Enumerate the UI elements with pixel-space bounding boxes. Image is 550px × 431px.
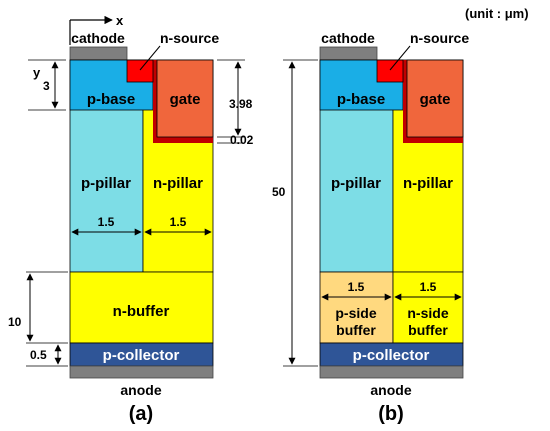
dim-p-pillar-width-a: 1.5 — [98, 215, 115, 229]
coordinate-axes: x — [69, 13, 124, 45]
n-pillar-label-b: n-pillar — [403, 175, 453, 192]
dim-n-buffer-width: 1.5 — [420, 280, 437, 294]
n-source-pointer-a — [139, 45, 161, 71]
p-side-buffer-region — [319, 271, 394, 344]
anode-electrode-a — [69, 365, 214, 379]
n-buffer-label-a: n-buffer — [113, 303, 170, 320]
n-side-buffer-label-line2: buffer — [408, 322, 448, 338]
p-base-label-b: p-base — [337, 91, 385, 108]
dim-n-pillar-width-a: 1.5 — [170, 215, 187, 229]
p-collector-label-a: p-collector — [103, 347, 180, 364]
anode-label-a: anode — [120, 382, 161, 398]
panel-b: cathode n-source p-base gate p-pillar n-… — [272, 30, 469, 425]
n-buffer-region-a — [69, 271, 214, 344]
p-base-label-a: p-base — [87, 91, 135, 108]
cathode-label-b: cathode — [321, 30, 375, 46]
gate-electrode-b — [406, 59, 464, 138]
n-source-region-a — [126, 59, 154, 83]
n-pillar-label-a: n-pillar — [153, 175, 203, 192]
dim-gate-depth: 3.98 — [229, 97, 253, 111]
n-source-region-b — [376, 59, 404, 83]
n-source-pointer-b — [389, 45, 411, 71]
dim-p-buffer-width: 1.5 — [348, 280, 365, 294]
dim-base-depth: 3 — [43, 79, 50, 93]
anode-label-b: anode — [370, 382, 411, 398]
p-side-buffer-label-line2: buffer — [336, 322, 376, 338]
panel-a: cathode n-source p-base gate p-pillar n-… — [8, 30, 254, 425]
caption-b: (b) — [378, 403, 404, 425]
n-side-buffer-region — [392, 271, 464, 344]
caption-a: (a) — [129, 403, 153, 425]
p-pillar-label-a: p-pillar — [81, 175, 131, 192]
p-side-buffer-label-line1: p-side — [335, 305, 376, 321]
gate-electrode-a — [156, 59, 214, 138]
gate-label-b: gate — [420, 91, 451, 108]
p-collector-label-b: p-collector — [353, 347, 430, 364]
dim-collector-thickness: 0.5 — [30, 348, 47, 362]
cathode-electrode-b — [319, 46, 378, 61]
dim-oxide-thickness: 0.02 — [230, 133, 254, 147]
x-axis-label: x — [116, 13, 124, 28]
p-pillar-label-b: p-pillar — [331, 175, 381, 192]
unit-label: (unit : μm) — [465, 6, 529, 21]
n-source-label-b: n-source — [410, 30, 469, 46]
cathode-electrode-a — [69, 46, 128, 61]
anode-electrode-b — [319, 365, 464, 379]
y-axis-label: y — [33, 65, 41, 80]
n-side-buffer-label-line1: n-side — [407, 305, 448, 321]
dim-total-thickness: 50 — [272, 185, 286, 199]
cathode-label-a: cathode — [71, 30, 125, 46]
dim-buffer-thickness: 10 — [8, 315, 22, 329]
gate-label-a: gate — [170, 91, 201, 108]
n-source-label-a: n-source — [160, 30, 219, 46]
